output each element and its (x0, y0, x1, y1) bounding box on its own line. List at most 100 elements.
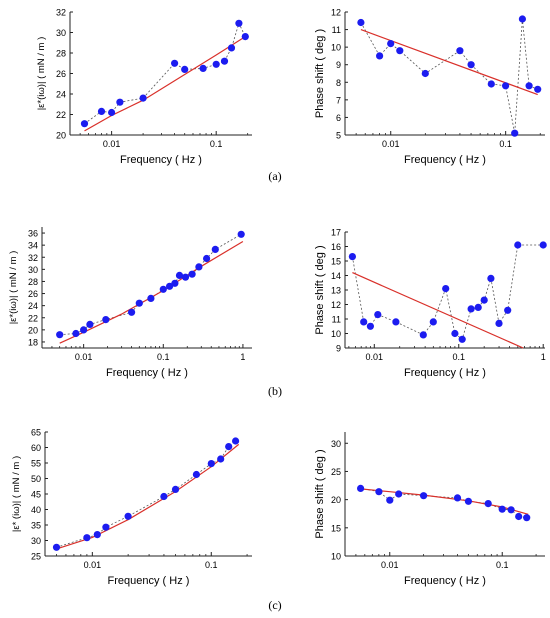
data-point (421, 69, 429, 78)
data-point (128, 308, 136, 316)
y-tick-label: 10 (331, 43, 341, 53)
data-point (480, 296, 488, 304)
y-tick-label: 30 (31, 536, 41, 546)
y-tick-label: 5 (336, 131, 341, 141)
data-point (192, 470, 200, 479)
fit-line (360, 29, 538, 96)
data-point (487, 274, 495, 282)
data-point (159, 285, 167, 293)
y-axis-title: Phase shift ( deg ) (314, 29, 326, 118)
data-point (515, 512, 523, 521)
fit-line (360, 488, 529, 515)
y-tick-label: 32 (56, 8, 66, 18)
y-tick-label: 20 (56, 131, 66, 141)
x-tick-label: 0.01 (103, 139, 121, 149)
y-tick-label: 26 (28, 289, 38, 299)
x-tick-label: 0.1 (499, 139, 512, 149)
y-tick-label: 45 (31, 490, 41, 500)
y-tick-label: 24 (56, 90, 66, 100)
connector-line (84, 22, 246, 125)
y-tick-label: 6 (336, 113, 341, 123)
data-point (108, 108, 116, 117)
y-tick-label: 25 (31, 552, 41, 562)
data-point (80, 326, 88, 334)
x-axis-title: Frequency ( Hz ) (108, 575, 190, 587)
data-point (124, 512, 132, 520)
y-tick-label: 30 (56, 28, 66, 38)
y-tick-label: 28 (28, 277, 38, 287)
data-point (458, 335, 466, 343)
data-point (395, 490, 403, 498)
data-point (360, 318, 368, 326)
data-point (386, 496, 394, 504)
data-point (199, 64, 207, 72)
y-tick-label: 35 (31, 521, 41, 531)
y-tick-label: 16 (331, 242, 341, 252)
y-tick-label: 36 (28, 229, 38, 239)
data-point (80, 120, 89, 128)
data-point (348, 253, 356, 261)
data-point (429, 318, 437, 326)
data-point (83, 534, 91, 542)
y-axis-title: |ε*(iω)| ( mN / m ) (8, 251, 19, 325)
data-point (502, 82, 510, 90)
x-tick-label: 0.01 (381, 560, 399, 570)
data-point (514, 241, 522, 249)
data-point (212, 60, 220, 68)
data-point (442, 285, 450, 293)
x-tick-label: 0.01 (84, 560, 102, 570)
data-point (217, 455, 225, 463)
data-point (181, 273, 190, 281)
x-tick-label: 0.01 (75, 352, 93, 362)
panel-label-a: (a) (268, 169, 282, 183)
data-point (498, 505, 506, 513)
connector-line (360, 18, 538, 134)
y-tick-label: 50 (31, 474, 41, 484)
data-point (525, 82, 533, 90)
data-point (171, 485, 180, 493)
panel-label-b: (b) (268, 384, 282, 398)
connector-line (360, 488, 527, 519)
data-point (420, 492, 428, 500)
connector-line (352, 244, 544, 340)
y-tick-label: 15 (331, 257, 341, 267)
data-point (232, 437, 240, 445)
data-point (396, 47, 404, 55)
data-point (464, 497, 472, 505)
x-tick-label: 0.01 (366, 352, 384, 362)
y-tick-label: 40 (31, 505, 41, 515)
y-tick-label: 60 (31, 443, 41, 453)
data-point (135, 299, 143, 307)
x-tick-label: 0.1 (157, 352, 170, 362)
x-tick-label: 0.1 (496, 560, 509, 570)
x-tick-label: 1 (541, 352, 546, 362)
data-point (93, 531, 101, 539)
data-point (366, 322, 374, 330)
x-tick-label: 0.1 (452, 352, 465, 362)
x-axis-title: Frequency ( Hz ) (404, 154, 486, 166)
y-tick-label: 20 (28, 325, 38, 335)
y-tick-label: 65 (31, 428, 41, 438)
connector-line (56, 440, 236, 548)
y-tick-label: 18 (28, 337, 38, 347)
data-point (166, 282, 174, 290)
data-point (227, 44, 236, 52)
panel-label-c: (c) (268, 598, 282, 612)
data-point (211, 245, 219, 253)
data-point (467, 305, 475, 313)
data-point (181, 65, 189, 73)
data-point (376, 52, 384, 60)
y-tick-label: 10 (331, 329, 341, 339)
data-point (52, 543, 61, 551)
fit-line (84, 36, 246, 132)
data-point (467, 61, 475, 69)
data-point (534, 85, 542, 93)
y-tick-label: 34 (28, 241, 38, 251)
data-point (86, 320, 94, 328)
chart-c-left: 25 30 35 40 45 50 55 60 65 0.01 0.1 Frequency ( Hz … (11, 428, 252, 587)
y-tick-label: 13 (331, 286, 341, 296)
data-point (374, 311, 382, 319)
y-tick-label: 12 (331, 300, 341, 310)
x-axis-title: Frequency ( Hz ) (120, 154, 202, 166)
fit-line (352, 272, 524, 349)
